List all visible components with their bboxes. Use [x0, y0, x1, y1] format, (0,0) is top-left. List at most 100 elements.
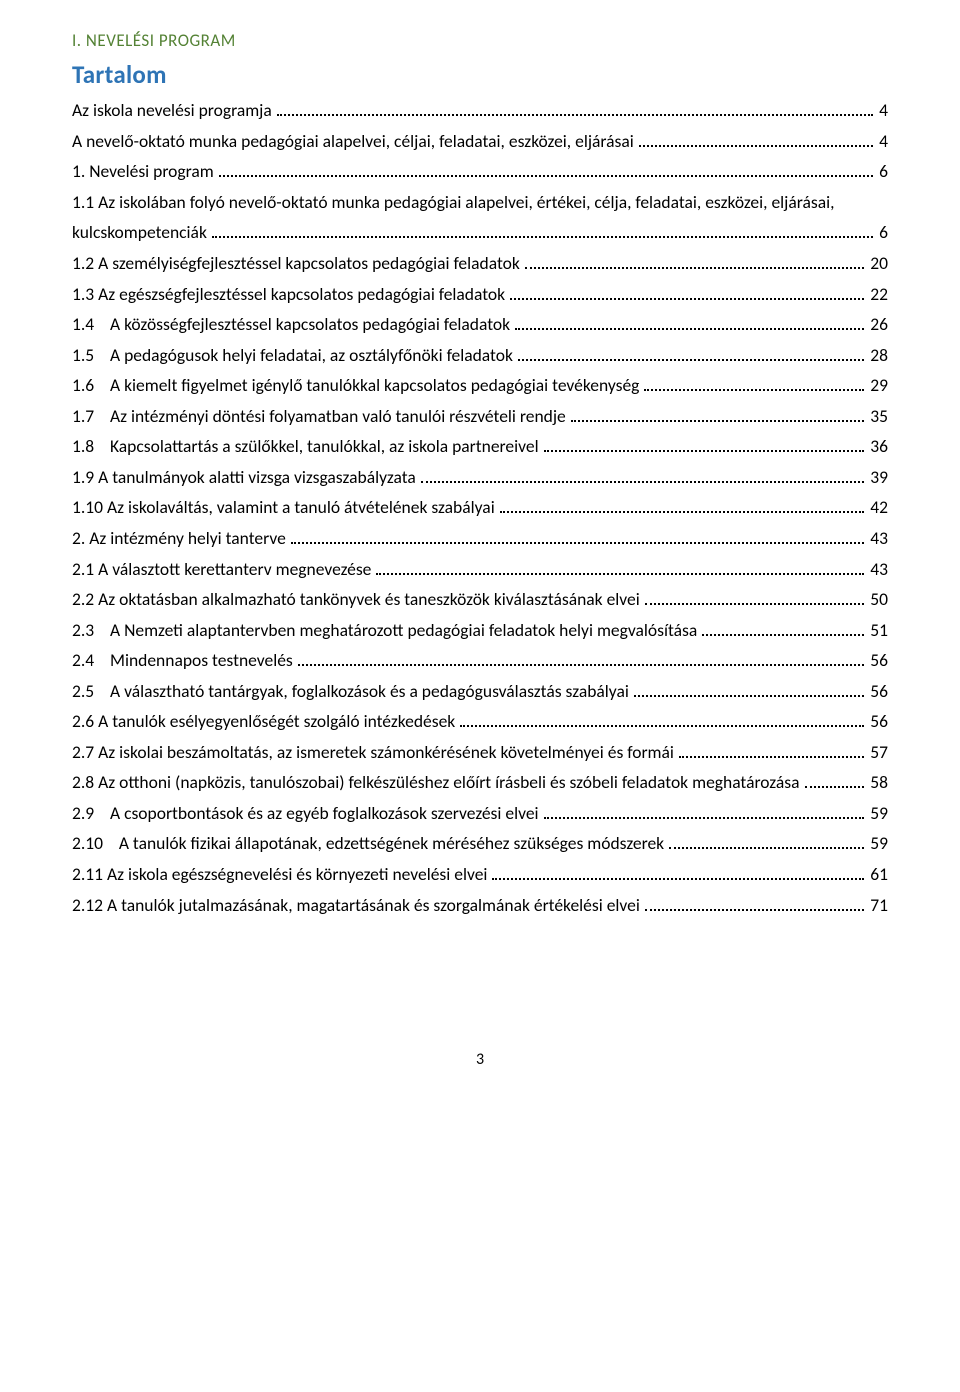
toc-dot-leader — [515, 328, 864, 330]
toc-entry-page: 43 — [867, 556, 888, 582]
toc-entry-label: 2.12 A tanulók jutalmazásának, magatartá… — [72, 892, 642, 918]
toc-entry-page: 61 — [867, 861, 888, 887]
toc-entry-label: 1.7 Az intézményi döntési folyamatban va… — [72, 403, 568, 429]
toc-entry[interactable]: 1.7 Az intézményi döntési folyamatban va… — [72, 403, 888, 429]
toc-dot-leader — [510, 298, 864, 300]
toc-entry[interactable]: 1.10 Az iskolaváltás, valamint a tanuló … — [72, 494, 888, 520]
toc-entry-label: kulcskompetenciák — [72, 219, 209, 245]
toc-entry-label: 2.3 A Nemzeti alaptantervben meghatározo… — [72, 617, 699, 643]
toc-dot-leader — [500, 511, 865, 513]
toc-entry-label: 2.4 Mindennapos testnevelés — [72, 647, 295, 673]
toc-entry[interactable]: 2.9 A csoportbontások és az egyéb foglal… — [72, 800, 888, 826]
toc-entry[interactable]: 2.2 Az oktatásban alkalmazható tankönyve… — [72, 586, 888, 612]
toc-entry[interactable]: 2.4 Mindennapos testnevelés 56 — [72, 647, 888, 673]
toc-entry-page: 57 — [867, 739, 888, 765]
toc-entry-page: 39 — [867, 464, 888, 490]
toc-dot-leader — [645, 909, 864, 911]
toc-dot-leader — [679, 756, 864, 758]
toc-entry-label: 2.10 A tanulók fizikai állapotának, edze… — [72, 830, 666, 856]
toc-entry[interactable]: 2. Az intézmény helyi tanterve 43 — [72, 525, 888, 551]
toc-entry-page: 35 — [867, 403, 888, 429]
toc-entry-page: 42 — [867, 494, 888, 520]
toc-entry-page: 56 — [867, 647, 888, 673]
toc-entry-label: 2.8 Az otthoni (napközis, tanulószobai) … — [72, 769, 802, 795]
toc-entry[interactable]: 1. Nevelési program 6 — [72, 158, 888, 184]
toc-entry-label: 2.7 Az iskolai beszámoltatás, az ismeret… — [72, 739, 676, 765]
toc-entry-label: 2.9 A csoportbontások és az egyéb foglal… — [72, 800, 541, 826]
toc-entry[interactable]: 1.2 A személyiségfejlesztéssel kapcsolat… — [72, 250, 888, 276]
toc-entry[interactable]: Az iskola nevelési programja 4 — [72, 97, 888, 123]
toc-entry[interactable]: 1.8 Kapcsolattartás a szülőkkel, tanulók… — [72, 433, 888, 459]
toc-entry[interactable]: 1.5 A pedagógusok helyi feladatai, az os… — [72, 342, 888, 368]
toc-dot-leader — [544, 817, 865, 819]
toc-entry[interactable]: 2.3 A Nemzeti alaptantervben meghatározo… — [72, 617, 888, 643]
toc-dot-leader — [212, 236, 873, 238]
toc-entry[interactable]: 2.1 A választott kerettanterv megnevezés… — [72, 556, 888, 582]
toc-entry-page: 58 — [867, 769, 888, 795]
toc-entry-label: 2.5 A választható tantárgyak, foglalkozá… — [72, 678, 631, 704]
toc-entry-label: 2.11 Az iskola egészségnevelési és körny… — [72, 861, 489, 887]
toc-entry[interactable]: 2.5 A választható tantárgyak, foglalkozá… — [72, 678, 888, 704]
toc-entry-label: A nevelő-oktató munka pedagógiai alapelv… — [72, 128, 636, 154]
page-number: 3 — [72, 1048, 888, 1072]
toc-entry-label: 1.6 A kiemelt figyelmet igénylő tanulókk… — [72, 372, 641, 398]
toc-dot-leader — [298, 664, 864, 666]
toc-entry[interactable]: A nevelő-oktató munka pedagógiai alapelv… — [72, 128, 888, 154]
toc-dot-leader — [645, 603, 864, 605]
toc-dot-leader — [639, 145, 873, 147]
toc-entry-page: 20 — [867, 250, 888, 276]
toc-entry-label: 1.3 Az egészségfejlesztéssel kapcsolatos… — [72, 281, 507, 307]
toc-entry-page: 59 — [867, 800, 888, 826]
toc-dot-leader — [376, 573, 864, 575]
toc-entry-page: 4 — [876, 97, 888, 123]
toc-entry-page: 50 — [867, 586, 888, 612]
toc-entry-label: 2.6 A tanulók esélyegyenlőségét szolgáló… — [72, 708, 457, 734]
toc-dot-leader — [277, 114, 873, 116]
toc-entry[interactable]: 1.3 Az egészségfejlesztéssel kapcsolatos… — [72, 281, 888, 307]
toc-dot-leader — [644, 389, 864, 391]
toc-dot-leader — [291, 542, 864, 544]
toc-title: Tartalom — [72, 56, 888, 94]
toc-dot-leader — [702, 634, 864, 636]
toc-entry-line: 1.1 Az iskolában folyó nevelő-oktató mun… — [72, 189, 888, 215]
toc-entry-page: 56 — [867, 708, 888, 734]
toc-dot-leader — [219, 175, 873, 177]
toc-entry-page: 6 — [876, 158, 888, 184]
toc-entry-label: 2. Az intézmény helyi tanterve — [72, 525, 288, 551]
toc-entry-page: 4 — [876, 128, 888, 154]
toc-entry-page: 51 — [867, 617, 888, 643]
toc-entry-label: 2.1 A választott kerettanterv megnevezés… — [72, 556, 373, 582]
toc-entry-page: 28 — [867, 342, 888, 368]
toc-dot-leader — [669, 847, 864, 849]
toc-entry-label: 1.10 Az iskolaváltás, valamint a tanuló … — [72, 494, 497, 520]
toc-entry-page: 6 — [876, 219, 888, 245]
toc-entry[interactable]: 2.6 A tanulók esélyegyenlőségét szolgáló… — [72, 708, 888, 734]
toc-dot-leader — [634, 695, 864, 697]
toc-entry-label: 1.1 Az iskolában folyó nevelő-oktató mun… — [72, 189, 837, 215]
toc-entry-label: 1. Nevelési program — [72, 158, 216, 184]
toc-entry-page: 22 — [867, 281, 888, 307]
toc-dot-leader — [518, 359, 864, 361]
toc-entry-page: 71 — [867, 892, 888, 918]
toc-dot-leader — [460, 725, 864, 727]
toc-entry-label: 1.8 Kapcsolattartás a szülőkkel, tanulók… — [72, 433, 541, 459]
toc-entry-label: 1.9 A tanulmányok alatti vizsga vizsgasz… — [72, 464, 418, 490]
toc-entry[interactable]: 1.6 A kiemelt figyelmet igénylő tanulókk… — [72, 372, 888, 398]
toc-dot-leader — [492, 878, 864, 880]
toc-entry[interactable]: 1.4 A közösségfejlesztéssel kapcsolatos … — [72, 311, 888, 337]
toc-entry-page: 56 — [867, 678, 888, 704]
toc-entry-label: Az iskola nevelési programja — [72, 97, 274, 123]
toc-dot-leader — [421, 481, 865, 483]
toc-dot-leader — [544, 450, 865, 452]
toc-entry-page: 36 — [867, 433, 888, 459]
toc-entry[interactable]: 2.10 A tanulók fizikai állapotának, edze… — [72, 830, 888, 856]
toc-entry[interactable]: 2.7 Az iskolai beszámoltatás, az ismeret… — [72, 739, 888, 765]
toc-entry[interactable]: 1.9 A tanulmányok alatti vizsga vizsgasz… — [72, 464, 888, 490]
toc-entry[interactable]: 2.11 Az iskola egészségnevelési és körny… — [72, 861, 888, 887]
toc-entry-label: 1.2 A személyiségfejlesztéssel kapcsolat… — [72, 250, 522, 276]
toc-entry-page: 43 — [867, 525, 888, 551]
toc-dot-leader — [571, 420, 864, 422]
toc-entry[interactable]: kulcskompetenciák 6 — [72, 219, 888, 245]
toc-entry[interactable]: 2.8 Az otthoni (napközis, tanulószobai) … — [72, 769, 888, 795]
toc-entry[interactable]: 2.12 A tanulók jutalmazásának, magatartá… — [72, 892, 888, 918]
